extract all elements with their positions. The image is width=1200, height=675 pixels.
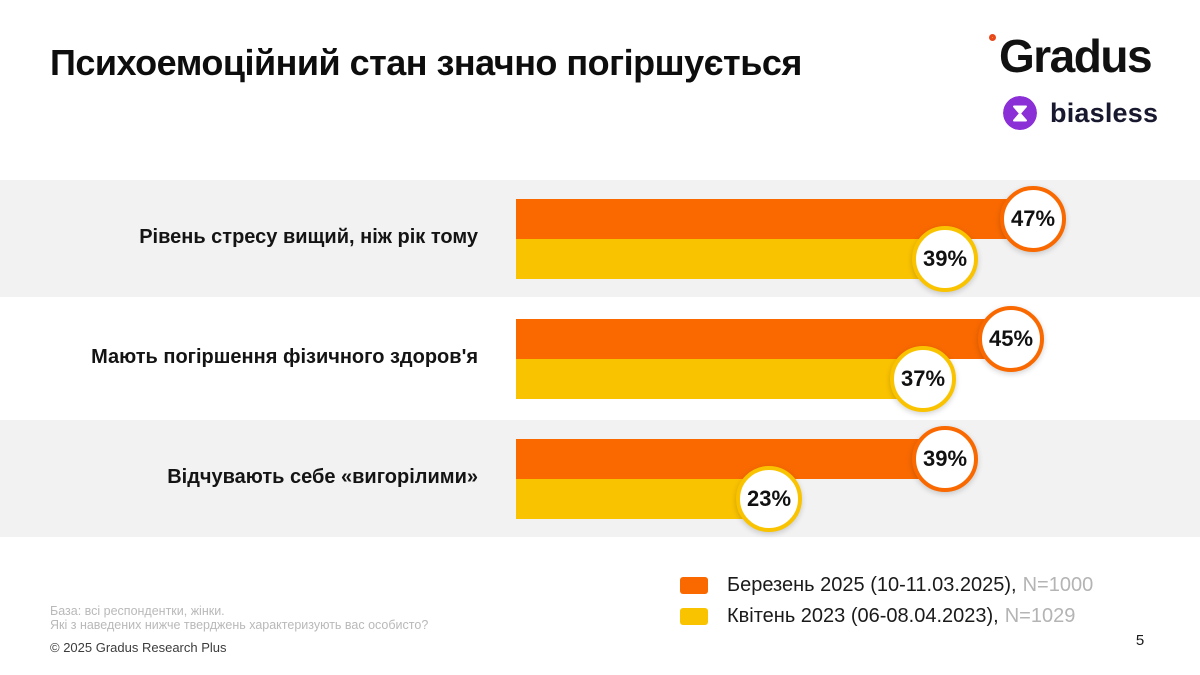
gradus-wordmark: Gradus — [999, 30, 1153, 82]
page-number: 5 — [1135, 632, 1145, 649]
bar-march-2025 — [516, 438, 945, 479]
footer-base-line1: База: всі респондентки, жінки. — [50, 604, 225, 618]
gradus-logo: Gradus — [985, 30, 1160, 90]
legend-item-april-2023: Квітень 2023 (06-08.04.2023), N=1029 — [680, 604, 1093, 627]
value-badge-april-2023: 23% — [736, 465, 802, 532]
value-badge-march-2025: 47% — [1000, 185, 1066, 252]
category-label: Рівень стресу вищий, ніж рік тому — [139, 226, 478, 248]
bar-chart: Рівень стресу вищий, ніж рік тому 47% 39% М… — [0, 180, 1200, 540]
slide-title: Психоемоційний стан значно погіршується — [50, 42, 802, 83]
biasless-logo: biasless — [1003, 96, 1158, 130]
legend-swatch-april-2023 — [680, 607, 708, 625]
category-label: Відчувають себе «вигорілими» — [167, 466, 478, 488]
legend-sample-size: N=1029 — [1004, 604, 1076, 627]
footer-base-line2: Які з наведених нижче тверджень характер… — [50, 617, 429, 632]
bar-april-2023 — [516, 478, 769, 519]
value-badge-april-2023: 37% — [890, 345, 956, 412]
chart-row: Мають погіршення фізичного здоров'я 45% 37… — [0, 300, 1200, 417]
bar-april-2023 — [516, 238, 945, 279]
value-badge-march-2025: 45% — [978, 305, 1044, 372]
chart-legend: Березень 2025 (10-11.03.2025), N=1000 Квіт… — [680, 573, 1094, 637]
footer-copyright: © 2025 Gradus Research Plus — [50, 640, 227, 655]
chart-row: Рівень стресу вищий, ніж рік тому 47% 39% — [0, 180, 1200, 297]
value-badge-march-2025: 39% — [912, 425, 978, 492]
category-label: Мають погіршення фізичного здоров'я — [91, 346, 478, 368]
legend-sample-size: N=1000 — [1022, 573, 1094, 596]
bar-april-2023 — [516, 358, 923, 399]
footer-base-note: База: всі респондентки, жінки. Які з нав… — [50, 604, 429, 632]
legend-label: Квітень 2023 (06-08.04.2023), — [727, 604, 999, 627]
legend-label: Березень 2025 (10-11.03.2025), — [727, 573, 1017, 596]
gradus-degree-dot-icon — [989, 34, 996, 41]
legend-swatch-march-2025 — [680, 576, 708, 594]
biasless-hourglass-icon — [1003, 96, 1037, 130]
chart-row: Відчувають себе «вигорілими» 39% 23% — [0, 420, 1200, 537]
biasless-wordmark: biasless — [1050, 97, 1159, 128]
legend-item-march-2025: Березень 2025 (10-11.03.2025), N=1000 — [680, 573, 1094, 596]
value-badge-april-2023: 39% — [912, 225, 978, 292]
